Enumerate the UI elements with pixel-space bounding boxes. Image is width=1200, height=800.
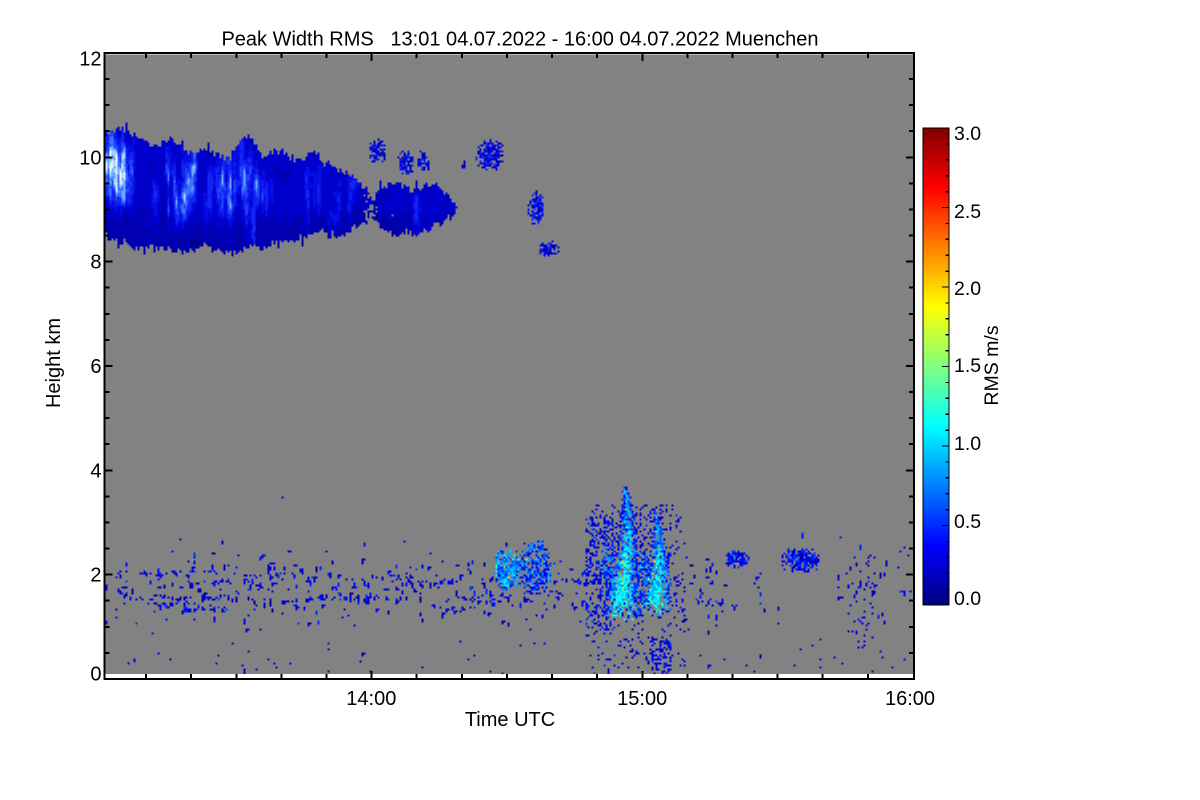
svg-text:Time UTC: Time UTC <box>465 709 555 731</box>
svg-text:8: 8 <box>90 252 101 274</box>
svg-text:12: 12 <box>79 49 101 71</box>
svg-text:16:00: 16:00 <box>885 688 935 710</box>
svg-text:0.0: 0.0 <box>954 588 981 610</box>
svg-text:0.5: 0.5 <box>954 511 981 533</box>
svg-text:15:00: 15:00 <box>617 688 667 710</box>
svg-text:2: 2 <box>90 565 101 587</box>
svg-text:4: 4 <box>90 460 101 482</box>
svg-text:0: 0 <box>90 664 101 686</box>
svg-text:14:00: 14:00 <box>346 688 396 710</box>
svg-text:2.5: 2.5 <box>954 201 981 223</box>
svg-text:6: 6 <box>90 356 101 378</box>
svg-text:10: 10 <box>79 147 101 169</box>
svg-text:1.5: 1.5 <box>954 355 981 377</box>
svg-text:2.0: 2.0 <box>954 278 981 300</box>
svg-text:RMS m/s: RMS m/s <box>981 325 1003 405</box>
svg-text:3.0: 3.0 <box>954 123 981 145</box>
svg-text:Height km: Height km <box>43 318 65 408</box>
svg-text:1.0: 1.0 <box>954 433 981 455</box>
svg-text:Peak Width RMS 13:01 04.07.2: Peak Width RMS 13:01 04.07.2022 - 16:00 … <box>221 29 818 51</box>
